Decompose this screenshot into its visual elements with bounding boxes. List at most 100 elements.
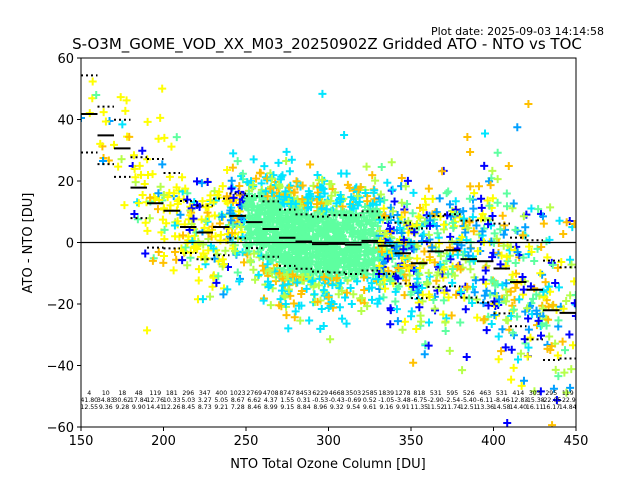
scatter-point: [399, 245, 408, 254]
scatter-point: [509, 305, 518, 314]
scatter-point: [316, 324, 325, 333]
scatter-point: [341, 217, 350, 226]
scatter-point: [219, 290, 228, 299]
scatter-point: [376, 197, 385, 206]
scatter-point: [275, 269, 284, 278]
scatter-point: [252, 174, 261, 183]
scatter-point: [534, 205, 543, 214]
scatter-point: [561, 346, 570, 355]
scatter-point: [519, 285, 528, 294]
scatter-point: [133, 215, 142, 224]
scatter-point: [358, 228, 367, 237]
y-tick-label: −60: [47, 421, 74, 436]
scatter-point: [201, 216, 210, 225]
scatter-point: [396, 223, 405, 232]
scatter-point: [397, 213, 406, 222]
scatter-point: [327, 260, 336, 269]
scatter-point: [498, 211, 507, 220]
scatter-point: [375, 226, 384, 235]
scatter-point: [435, 239, 444, 248]
bin-std-label: 14.40: [509, 404, 527, 411]
scatter-point: [266, 184, 275, 193]
bin-mean-label: 6.62: [247, 397, 261, 404]
scatter-point: [284, 250, 293, 259]
scatter-point: [140, 179, 149, 188]
scatter-point: [428, 243, 437, 252]
x-tick-label: 300: [316, 434, 341, 449]
scatter-point: [408, 209, 417, 218]
bin-statistics: [81, 74, 576, 362]
scatter-point: [461, 228, 470, 237]
scatter-point: [154, 189, 163, 198]
scatter-point: [485, 177, 494, 186]
scatter-point: [388, 207, 397, 216]
scatter-point: [332, 209, 341, 218]
scatter-point: [483, 196, 492, 205]
bin-mean-label: 4.37: [264, 397, 278, 404]
scatter-point: [278, 274, 287, 283]
scatter-point: [466, 244, 475, 253]
scatter-point: [347, 300, 356, 309]
scatter-point: [141, 218, 150, 227]
scatter-point: [313, 200, 322, 209]
scatter-point: [543, 344, 552, 353]
scatter-point: [478, 227, 487, 236]
scatter-point: [425, 211, 434, 220]
scatter-point: [388, 185, 397, 194]
bin-std-label: 8.46: [247, 404, 261, 411]
scatter-point: [99, 108, 108, 117]
scatter-point: [143, 326, 152, 335]
scatter-point: [401, 182, 410, 191]
bin-std-label: 7.28: [231, 404, 245, 411]
scatter-point: [218, 255, 227, 264]
scatter-point: [539, 219, 548, 228]
bin-std-label: 9.15: [280, 404, 294, 411]
scatter-point: [508, 328, 517, 337]
scatter-point: [407, 312, 416, 321]
scatter-point: [226, 206, 235, 215]
bin-mean-label: 0.31: [297, 397, 311, 404]
bin-mean-label: -2.54: [444, 397, 460, 404]
scatter-point: [297, 287, 306, 296]
scatter-point: [538, 212, 547, 221]
scatter-point: [156, 182, 165, 191]
scatter-point: [296, 249, 305, 258]
scatter-point: [486, 290, 495, 299]
scatter-point: [405, 281, 414, 290]
scatter-point: [117, 155, 126, 164]
scatter-point: [464, 224, 473, 233]
scatter-point: [521, 223, 530, 232]
scatter-point: [470, 288, 479, 297]
scatter-point: [275, 246, 284, 255]
scatter-point: [465, 194, 474, 203]
scatter-point: [210, 211, 219, 220]
scatter-point: [291, 248, 300, 257]
scatter-point: [342, 319, 351, 328]
scatter-point: [289, 299, 298, 308]
scatter-point: [129, 151, 138, 160]
scatter-point: [512, 279, 521, 288]
scatter-point: [347, 193, 356, 202]
scatter-point: [375, 294, 384, 303]
scatter-point: [456, 318, 465, 327]
scatter-point: [548, 421, 557, 427]
scatter-point: [416, 311, 425, 320]
scatter-point: [246, 233, 255, 242]
scatter-point: [553, 351, 562, 360]
scatter-point: [250, 249, 259, 258]
scatter-point: [524, 314, 533, 323]
scatter-point: [422, 280, 431, 289]
scatter-point: [432, 208, 441, 217]
scatter-point: [249, 155, 258, 164]
scatter-point: [219, 260, 228, 269]
bin-count-label: 463: [479, 390, 491, 397]
scatter-point: [159, 191, 168, 200]
scatter-point: [148, 256, 157, 265]
scatter-point: [503, 202, 512, 211]
scatter-point: [414, 269, 423, 278]
scatter-point: [354, 185, 363, 194]
scatter-point: [513, 248, 522, 257]
scatter-point: [121, 106, 130, 115]
scatter-point: [371, 176, 380, 185]
scatter-point: [559, 230, 568, 239]
